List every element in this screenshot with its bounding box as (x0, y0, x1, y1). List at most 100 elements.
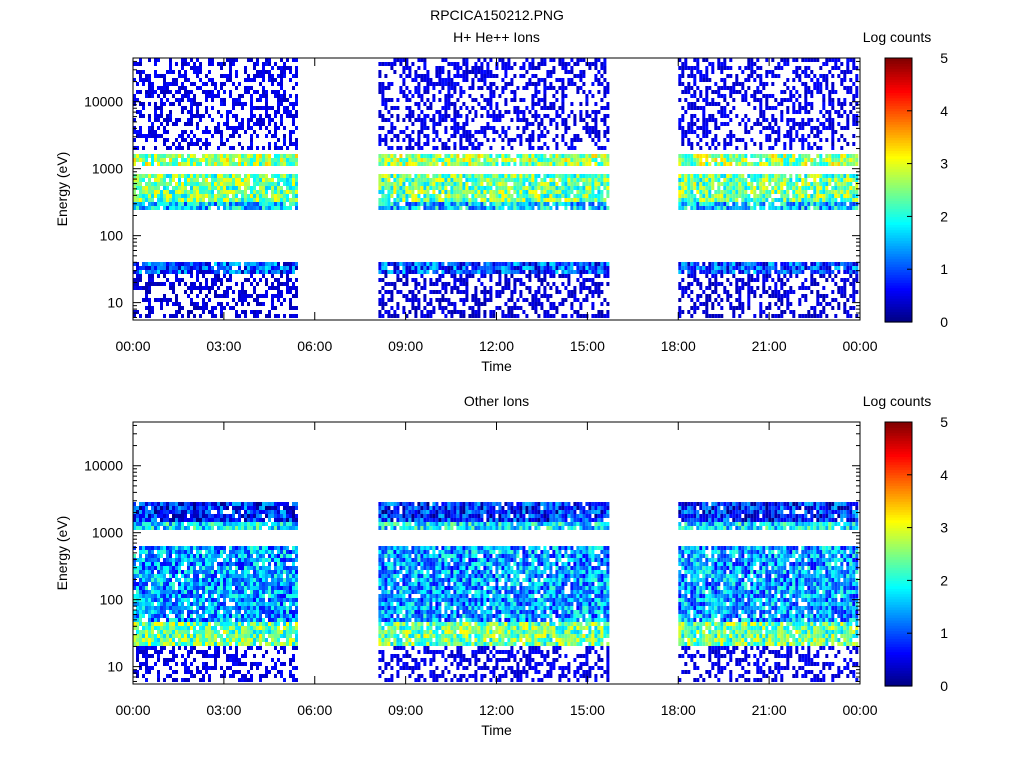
heatmap-cell (268, 158, 271, 162)
heatmap-cell (561, 314, 565, 318)
heatmap-cell (498, 110, 502, 114)
heatmap-cell (741, 178, 745, 182)
heatmap-cell (792, 122, 796, 126)
heatmap-cell (426, 174, 430, 178)
heatmap-cell (244, 70, 247, 74)
heatmap-cell (585, 186, 589, 190)
heatmap-cell (543, 126, 547, 130)
heatmap-cell (441, 286, 445, 290)
heatmap-cell (504, 62, 508, 66)
heatmap-cell (507, 262, 511, 266)
heatmap-cell (136, 278, 139, 282)
heatmap-cell (175, 298, 178, 302)
heatmap-cell (564, 130, 568, 134)
heatmap-cell (486, 138, 490, 142)
heatmap-cell (277, 286, 280, 290)
heatmap-cell (166, 190, 169, 194)
heatmap-cell (435, 266, 439, 270)
heatmap-cell (223, 290, 226, 294)
heatmap-cell (720, 162, 724, 166)
heatmap-cell (570, 66, 574, 70)
heatmap-cell (534, 298, 538, 302)
heatmap-cell (744, 114, 748, 118)
heatmap-cell (411, 182, 415, 186)
heatmap-cell (735, 146, 739, 150)
heatmap-cell (684, 86, 688, 90)
heatmap-cell (220, 314, 223, 318)
heatmap-cell (705, 306, 709, 310)
heatmap-cell (516, 194, 520, 198)
heatmap-cell (519, 158, 523, 162)
heatmap-cell (289, 114, 292, 118)
heatmap-cell (229, 198, 232, 202)
heatmap-cell (390, 66, 394, 70)
heatmap-cell (480, 126, 484, 130)
heatmap-cell (136, 206, 139, 210)
heatmap-cell (453, 154, 457, 158)
heatmap-cell (471, 158, 475, 162)
heatmap-cell (277, 290, 280, 294)
heatmap-cell (166, 70, 169, 74)
heatmap-cell (250, 118, 253, 122)
heatmap-cell (238, 266, 241, 270)
heatmap-cell (486, 186, 490, 190)
heatmap-cell (253, 298, 256, 302)
heatmap-cell (693, 270, 697, 274)
heatmap-cell (471, 86, 475, 90)
heatmap-cell (741, 118, 745, 122)
heatmap-cell (531, 134, 535, 138)
heatmap-cell (594, 134, 598, 138)
heatmap-cell (594, 110, 598, 114)
heatmap-cell (705, 122, 709, 126)
heatmap-cell (540, 106, 544, 110)
heatmap-cell (729, 154, 733, 158)
heatmap-cell (579, 154, 583, 158)
heatmap-cell (417, 158, 421, 162)
heatmap-cell (756, 86, 760, 90)
heatmap-cell (250, 198, 253, 202)
heatmap-cell (453, 178, 457, 182)
heatmap-cell (292, 74, 295, 78)
heatmap-cell (705, 182, 709, 186)
heatmap-cell (444, 202, 448, 206)
heatmap-cell (444, 102, 448, 106)
heatmap-cell (229, 186, 232, 190)
heatmap-cell (199, 146, 202, 150)
heatmap-cell (492, 178, 496, 182)
heatmap-cell (792, 58, 796, 62)
heatmap-cell (762, 186, 766, 190)
heatmap-cell (205, 306, 208, 310)
heatmap-cell (208, 162, 211, 166)
heatmap-cell (714, 262, 718, 266)
heatmap-cell (594, 130, 598, 134)
heatmap-cell (756, 198, 760, 202)
heatmap-cell (289, 266, 292, 270)
heatmap-cell (489, 158, 493, 162)
heatmap-cell (444, 206, 448, 210)
heatmap-cell (687, 86, 691, 90)
heatmap-cell (786, 182, 790, 186)
heatmap-cell (453, 82, 457, 86)
heatmap-cell (570, 302, 574, 306)
heatmap-cell (429, 298, 433, 302)
heatmap-cell (450, 118, 454, 122)
heatmap-cell (181, 62, 184, 66)
heatmap-cell (777, 162, 781, 166)
heatmap-cell (145, 186, 148, 190)
heatmap-cell (492, 182, 496, 186)
heatmap-cell (795, 194, 799, 198)
heatmap-cell (420, 158, 424, 162)
heatmap-cell (217, 302, 220, 306)
heatmap-cell (795, 66, 799, 70)
heatmap-cell (453, 190, 457, 194)
heatmap-cell (393, 266, 397, 270)
heatmap-cell (744, 146, 748, 150)
heatmap-cell (214, 274, 217, 278)
heatmap-cell (196, 122, 199, 126)
heatmap-cell (783, 190, 787, 194)
heatmap-cell (591, 206, 595, 210)
heatmap-cell (199, 290, 202, 294)
heatmap-cell (765, 270, 769, 274)
heatmap-cell (438, 66, 442, 70)
heatmap-cell (501, 270, 505, 274)
